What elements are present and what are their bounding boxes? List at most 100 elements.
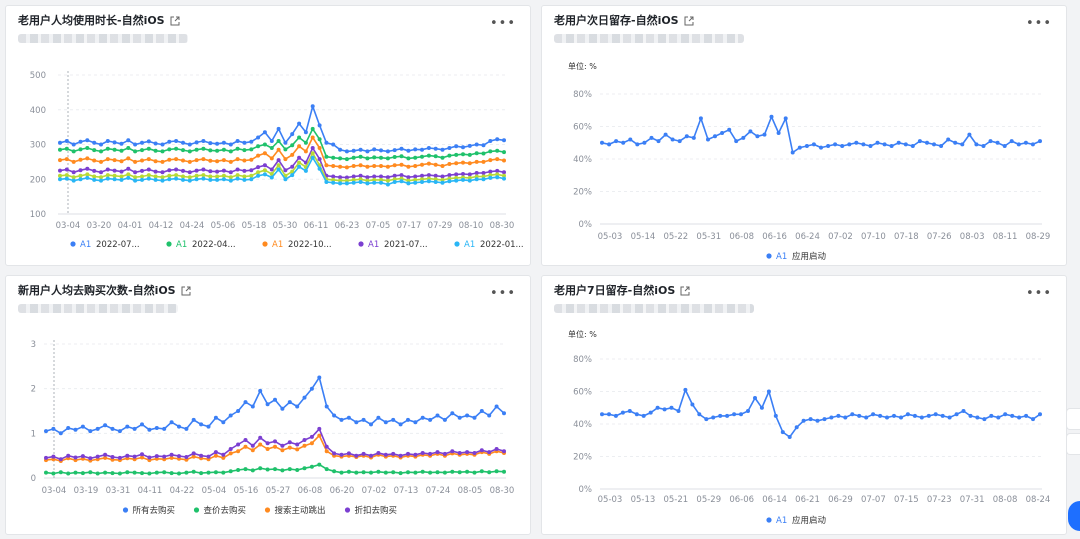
data-point	[283, 157, 288, 162]
side-toolbar-tab[interactable]	[1066, 433, 1080, 455]
data-point	[433, 162, 438, 167]
data-point	[641, 413, 646, 418]
data-point	[140, 177, 144, 182]
legend-item[interactable]: A1 2022-04...	[166, 240, 236, 250]
more-options-button[interactable]: •••	[489, 16, 516, 31]
data-point	[58, 177, 62, 182]
side-toolbar-tab[interactable]	[1066, 408, 1080, 430]
data-point	[960, 142, 965, 147]
data-point	[242, 177, 247, 182]
legend-item[interactable]: A1 2021-07...	[358, 240, 428, 250]
floating-action-button[interactable]	[1068, 501, 1080, 531]
data-point	[66, 426, 71, 430]
data-point	[64, 146, 69, 151]
data-point	[1017, 415, 1022, 420]
data-point	[406, 156, 411, 161]
data-point	[467, 152, 472, 157]
data-point	[228, 178, 233, 183]
data-point	[250, 443, 255, 448]
legend-item[interactable]: A1 2022-01...	[454, 240, 524, 250]
data-point	[488, 158, 493, 163]
data-point	[85, 166, 90, 171]
data-point	[344, 165, 349, 170]
legend-prefix: A1	[176, 240, 187, 250]
data-point	[836, 413, 841, 418]
x-tick-label: 06-23	[335, 221, 360, 231]
data-point	[642, 140, 647, 145]
data-point	[269, 172, 274, 176]
legend-item[interactable]: A1 应用启动	[766, 515, 827, 526]
data-point	[256, 153, 261, 158]
data-point	[88, 456, 93, 461]
x-tick-label: 07-23	[927, 495, 952, 505]
more-options-button[interactable]: •••	[489, 286, 516, 301]
data-point	[250, 468, 255, 473]
data-point	[391, 417, 396, 422]
data-point	[276, 167, 281, 172]
data-point	[160, 170, 165, 175]
data-point	[454, 172, 459, 177]
data-point	[354, 470, 359, 475]
data-point	[691, 135, 696, 140]
data-point	[677, 139, 682, 144]
data-point	[92, 140, 97, 145]
data-point	[146, 157, 151, 162]
data-point	[465, 469, 470, 474]
y-tick-label: 300	[30, 141, 46, 151]
legend-item[interactable]: A1 应用启动	[766, 251, 827, 262]
data-point	[317, 157, 322, 162]
data-point	[372, 177, 377, 182]
data-point	[153, 141, 158, 146]
data-point	[221, 420, 226, 425]
data-point	[982, 417, 987, 422]
more-options-button[interactable]: •••	[1025, 286, 1052, 301]
legend-item[interactable]: A1 2022-10...	[262, 240, 332, 250]
data-point	[734, 139, 739, 144]
data-point	[351, 155, 356, 160]
data-point	[213, 470, 218, 475]
data-point	[140, 455, 144, 460]
data-point	[51, 471, 56, 476]
panel-usage-duration: 老用户人均使用时长-自然iOS ••• 500 400 300 200 100 03-04…	[5, 5, 531, 266]
series-path	[45, 376, 505, 435]
data-point	[988, 139, 993, 144]
data-point	[399, 146, 404, 151]
external-link-icon[interactable]	[680, 286, 690, 296]
panel-subtitle-redacted	[18, 34, 188, 43]
x-tick-label: 06-21	[795, 495, 820, 505]
data-point	[256, 135, 261, 140]
external-link-icon[interactable]	[684, 16, 694, 26]
panel-title: 老用户人均使用时长-自然iOS	[18, 14, 518, 28]
legend-item[interactable]: 折扣去购买	[344, 505, 397, 516]
data-point	[221, 470, 226, 475]
legend-item[interactable]: 所有去购买	[122, 505, 175, 516]
data-point	[447, 162, 452, 166]
data-point	[194, 158, 199, 163]
data-point	[365, 164, 370, 169]
legend-item[interactable]: 查价去购买	[193, 505, 246, 516]
data-point	[119, 141, 124, 146]
data-point	[58, 140, 62, 145]
data-point	[78, 177, 83, 182]
data-point	[465, 413, 470, 418]
data-point	[265, 467, 270, 472]
x-tick-label: 04-22	[170, 486, 195, 496]
data-point	[117, 429, 122, 434]
external-link-icon[interactable]	[170, 16, 180, 26]
legend-marker	[193, 507, 200, 513]
data-point	[361, 417, 366, 422]
series-line	[58, 126, 506, 162]
legend-item[interactable]: 搜索主动跳出	[264, 505, 326, 516]
unit-label: 单位: %	[568, 61, 597, 71]
data-point	[428, 470, 433, 475]
data-point	[221, 158, 226, 163]
data-point	[656, 139, 661, 144]
data-point	[146, 176, 151, 181]
more-options-button[interactable]: •••	[1025, 16, 1052, 31]
data-point	[303, 168, 308, 173]
data-point	[194, 147, 199, 152]
external-link-icon[interactable]	[181, 286, 191, 296]
legend-item[interactable]: A1 2022-07...	[70, 240, 140, 250]
data-point	[228, 149, 233, 154]
data-point	[80, 424, 85, 429]
